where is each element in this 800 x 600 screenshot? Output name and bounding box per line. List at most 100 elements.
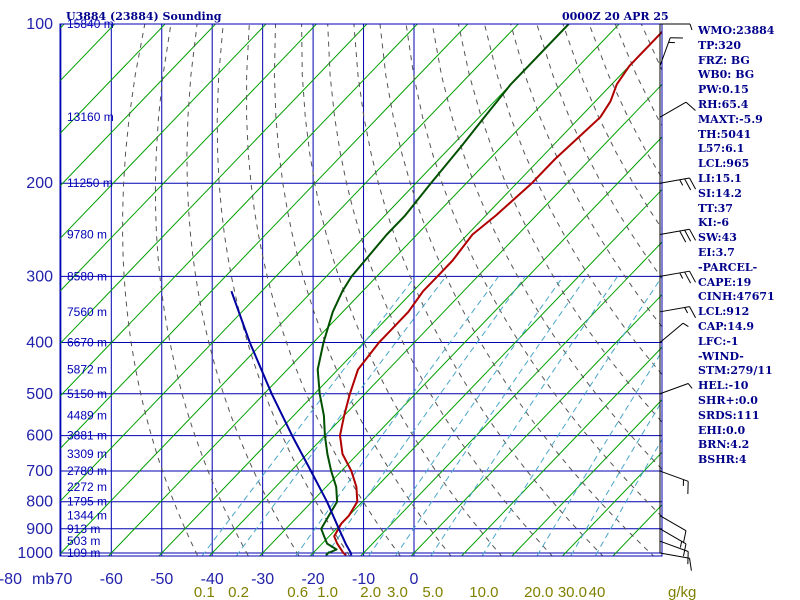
wind-barb-flag xyxy=(685,101,696,111)
wind-barb xyxy=(659,528,687,557)
wind-barb-flag xyxy=(682,530,687,544)
index-row: MAXT:-5.9 xyxy=(698,112,763,126)
index-row: FRZ: BG xyxy=(698,53,750,67)
plot-border xyxy=(59,23,663,557)
height-label: 913 m xyxy=(67,522,100,536)
isotherm-line xyxy=(511,399,662,556)
isotherm-line xyxy=(60,24,519,503)
index-row: BSHR:4 xyxy=(698,453,747,467)
pressure-tick-label: 400 xyxy=(26,334,53,351)
height-label: 13160 m xyxy=(67,110,114,124)
dry-adiabat-line xyxy=(457,24,662,423)
mixing-ratio-label: 3.0 xyxy=(387,584,408,600)
wind-barb-staff xyxy=(659,515,687,532)
pressure-tick-label: 1000 xyxy=(17,545,53,562)
index-row: STM:279/11 xyxy=(698,364,773,378)
x-tick-label: -10 xyxy=(352,571,375,588)
mixing-ratio-label: 2.0 xyxy=(360,584,381,600)
wind-barb xyxy=(659,177,697,191)
isotherm-line xyxy=(259,136,662,556)
wind-barb-half-flag xyxy=(679,272,684,279)
index-row: LCL:912 xyxy=(698,305,750,319)
wind-barb-flag xyxy=(689,306,697,318)
wind-barb xyxy=(659,540,689,565)
height-label: 2780 m xyxy=(67,464,107,478)
isotherm-line xyxy=(460,346,662,556)
wind-barb-half-flag xyxy=(682,322,689,327)
index-row: L57:6.1 xyxy=(698,142,745,156)
isotherm-line xyxy=(60,24,318,292)
index-row: EHI:0.0 xyxy=(698,423,746,437)
height-label: 5872 m xyxy=(67,363,107,377)
wind-barb-flag xyxy=(689,558,692,571)
temperature-profile xyxy=(333,30,662,556)
index-row: WMO:23884 xyxy=(698,24,775,37)
pressure-tick-label: 800 xyxy=(26,494,53,511)
wind-barb xyxy=(659,101,696,118)
mixing-ratio-label: 10.0 xyxy=(469,584,498,600)
index-row: TT:37 xyxy=(698,201,733,215)
index-row: PW:0.15 xyxy=(698,83,749,97)
x-tick-label: -30 xyxy=(251,571,274,588)
wind-barb xyxy=(659,322,689,343)
mixing-ratio-line xyxy=(201,276,416,556)
mixing-ratio-line xyxy=(594,438,662,556)
station-title: U3884 (23884) Sounding xyxy=(66,10,222,23)
index-row: RH:65.4 xyxy=(698,97,749,111)
isotherm-line xyxy=(60,24,65,30)
index-row: KI:-6 xyxy=(698,216,729,230)
dry-adiabat-line xyxy=(510,24,662,328)
dry-adiabat-line xyxy=(273,24,452,556)
index-row: TH:5041 xyxy=(698,127,752,141)
isotherm-line xyxy=(158,31,662,556)
dry-adiabat-line xyxy=(327,24,553,556)
wind-barb xyxy=(659,515,687,544)
wind-barb-flag xyxy=(689,229,697,241)
wind-barb-flag xyxy=(684,271,692,284)
pressure-tick-label: 500 xyxy=(26,386,53,403)
wind-barb-flag xyxy=(684,178,692,191)
index-row: CAPE:19 xyxy=(698,275,752,289)
index-row: BRN:4.2 xyxy=(698,438,750,452)
index-row: SI:14.2 xyxy=(698,186,742,200)
height-label: 7560 m xyxy=(67,305,107,319)
indices-panel: WMO:23884 TP:320 FRZ: BG WB0: BG PW:0.15 RH:6… xyxy=(698,24,775,468)
wind-barb-staff xyxy=(659,552,690,559)
wind-barb xyxy=(660,23,693,31)
mixing-ratio-label: 0.2 xyxy=(228,584,249,600)
mixing-ratio-line xyxy=(430,276,619,556)
height-label: 15840 m xyxy=(67,17,114,31)
index-row: EI:3.7 xyxy=(698,245,735,259)
height-label: 109 m xyxy=(67,546,100,560)
dry-adiabat-line xyxy=(405,24,662,518)
wind-barb-half-flag xyxy=(687,383,693,389)
pressure-tick-label: 900 xyxy=(26,521,53,538)
mixing-ratio-line xyxy=(394,276,588,556)
wind-barb xyxy=(659,270,697,284)
index-row: -PARCEL- xyxy=(698,260,758,274)
wind-barb-half-flag xyxy=(689,23,693,31)
height-label: 3881 m xyxy=(67,429,107,443)
mixing-ratio-line xyxy=(324,276,526,556)
x-tick-label: -50 xyxy=(150,571,173,588)
height-label: 1795 m xyxy=(67,495,107,509)
dry-adiabat-line xyxy=(216,24,351,556)
plot-area xyxy=(60,24,662,556)
index-row: TP:320 xyxy=(698,38,742,52)
wind-barb xyxy=(659,552,692,571)
wind-barb xyxy=(659,306,697,318)
mixing-ratio-label: 5.0 xyxy=(422,584,443,600)
height-label: 4489 m xyxy=(67,409,107,423)
index-row: WB0: BG xyxy=(698,68,755,82)
index-row: -WIND- xyxy=(698,349,744,363)
isotherm-line xyxy=(208,83,662,556)
dry-adiabat-line xyxy=(301,24,503,556)
isotherm-line xyxy=(60,24,166,135)
height-label: 8580 m xyxy=(67,269,107,283)
height-label: 1344 m xyxy=(67,509,107,523)
pressure-tick-label: 300 xyxy=(26,268,53,285)
mixing-unit-label: g/kg xyxy=(668,584,696,600)
wind-barb-staff xyxy=(659,383,689,395)
index-row: HEL:-10 xyxy=(698,379,749,393)
